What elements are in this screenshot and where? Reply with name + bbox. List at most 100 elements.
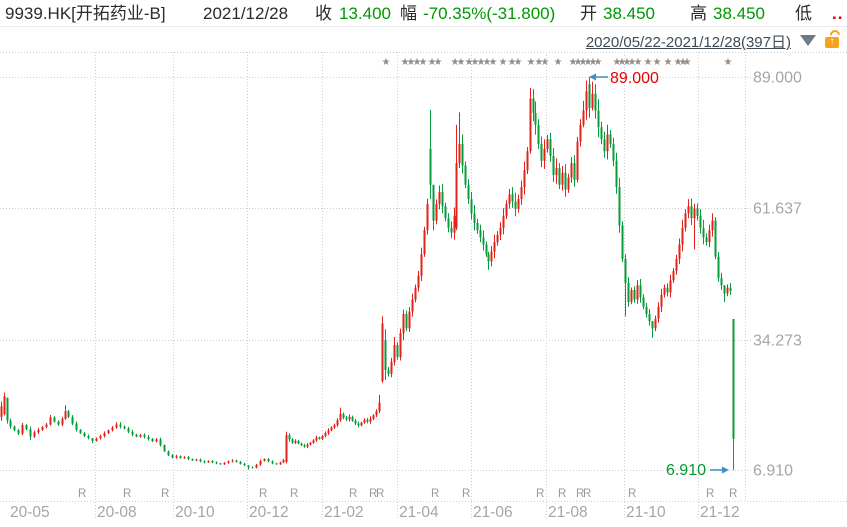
candle-body — [29, 429, 32, 437]
candle-body — [354, 420, 357, 424]
event-star-icon: ★ — [683, 57, 692, 68]
x-tick-label: 21-08 — [548, 504, 588, 521]
candle-body — [408, 311, 411, 329]
event-star-icon: ★ — [679, 57, 688, 68]
candle-body — [83, 433, 86, 437]
candle-body — [458, 144, 461, 164]
candle-body — [288, 435, 291, 440]
event-star-icon: ★ — [419, 57, 428, 68]
candle-body — [678, 244, 681, 259]
event-star-icon: ★ — [382, 57, 391, 68]
candle-body — [482, 237, 485, 245]
candle-body — [263, 459, 266, 461]
candle-body — [708, 230, 711, 243]
candle-body — [61, 418, 64, 425]
event-star-icon: ★ — [724, 57, 733, 68]
event-star-icon: ★ — [541, 57, 550, 68]
candle-body — [564, 172, 567, 190]
candle-body — [348, 416, 351, 420]
candle-body — [490, 251, 493, 262]
candle-body — [423, 230, 426, 255]
candle-body — [597, 110, 600, 128]
candle-body — [654, 318, 657, 329]
candle-body — [453, 215, 456, 233]
candle-body — [291, 439, 294, 443]
x-tick-label: 20-12 — [249, 504, 289, 521]
candle-body — [570, 163, 573, 178]
candle-body — [195, 459, 198, 461]
candle-body — [282, 459, 285, 463]
candle-body — [131, 431, 134, 435]
candle-body — [537, 124, 540, 145]
candle-body — [723, 285, 726, 294]
event-star-icon: ★ — [613, 57, 622, 68]
candle-body — [447, 218, 450, 228]
dropdown-arrow-icon[interactable] — [800, 35, 816, 46]
candle-body — [567, 177, 570, 190]
candle-body — [651, 321, 654, 329]
candle-body — [624, 258, 627, 283]
candle-body — [514, 201, 517, 209]
candle-body — [648, 313, 651, 322]
candle-body — [45, 424, 48, 427]
event-star-icon: ★ — [574, 57, 583, 68]
candle-body — [615, 160, 618, 188]
candle-body — [690, 206, 693, 219]
candle-body — [705, 237, 708, 243]
candle-body — [729, 287, 732, 291]
rights-marker: R — [628, 488, 636, 500]
candle-body — [239, 461, 242, 464]
candle-body — [381, 323, 384, 382]
candle-body — [259, 460, 262, 465]
candle-body — [159, 439, 162, 446]
max-arrow-head — [589, 73, 596, 81]
candle-body — [25, 425, 28, 430]
candle-body — [720, 278, 723, 286]
candle-body — [139, 435, 142, 437]
event-star-icon: ★ — [407, 57, 416, 68]
event-star-icon: ★ — [413, 57, 422, 68]
candle-body — [155, 439, 158, 442]
rights-marker: R — [462, 488, 470, 500]
candle-body — [75, 423, 78, 430]
candle-body — [33, 432, 36, 437]
candle-body — [111, 427, 114, 431]
candle-body — [502, 215, 505, 228]
x-tick-label: 21-06 — [473, 504, 513, 521]
candle-body — [103, 433, 106, 437]
candle-body — [669, 280, 672, 293]
candle-body — [247, 465, 250, 468]
event-star-icon: ★ — [618, 57, 627, 68]
candle-body — [345, 417, 348, 420]
y-tick-label: 6.910 — [753, 463, 793, 480]
candle-body — [417, 275, 420, 288]
rights-marker: R — [161, 488, 169, 500]
candle-body — [603, 139, 606, 152]
candle-body — [183, 457, 186, 459]
rights-marker: R — [259, 488, 267, 500]
rights-marker: R — [706, 488, 714, 500]
candle-body — [312, 440, 315, 443]
candle-body — [219, 463, 222, 465]
event-star-icon: ★ — [664, 57, 673, 68]
candle-body — [609, 134, 612, 145]
rights-marker: R — [78, 488, 86, 500]
event-star-icon: ★ — [535, 57, 544, 68]
candle-body — [426, 203, 429, 231]
candle-body — [432, 184, 435, 221]
candle-body — [520, 187, 523, 200]
candle-body — [67, 411, 70, 417]
candle-body — [163, 445, 166, 452]
candle-body — [657, 306, 660, 319]
date-range-selector[interactable]: 2020/05/22-2021/12/28(397日) — [585, 34, 791, 51]
candle-body — [297, 440, 300, 444]
event-star-icon: ★ — [653, 57, 662, 68]
open-value: 38.450 — [603, 4, 655, 23]
event-star-icon: ★ — [499, 57, 508, 68]
candle-body — [99, 436, 102, 439]
candle-body — [279, 462, 282, 465]
high-value: 38.450 — [713, 4, 765, 23]
unlock-icon[interactable] — [825, 36, 839, 48]
candle-body — [534, 112, 537, 125]
